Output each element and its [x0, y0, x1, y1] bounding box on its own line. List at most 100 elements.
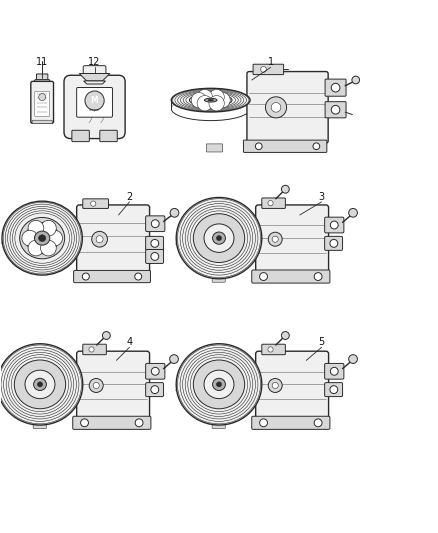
Ellipse shape — [176, 197, 262, 279]
Text: 4: 4 — [127, 337, 133, 348]
FancyBboxPatch shape — [325, 102, 346, 118]
FancyBboxPatch shape — [252, 270, 330, 283]
Ellipse shape — [204, 224, 234, 252]
Circle shape — [135, 273, 142, 280]
FancyBboxPatch shape — [253, 64, 284, 75]
FancyBboxPatch shape — [64, 75, 125, 139]
Polygon shape — [84, 81, 106, 84]
Text: 5: 5 — [318, 337, 325, 348]
FancyBboxPatch shape — [256, 351, 328, 420]
FancyBboxPatch shape — [146, 364, 165, 379]
Circle shape — [151, 253, 159, 261]
FancyBboxPatch shape — [247, 71, 328, 143]
FancyBboxPatch shape — [83, 199, 109, 208]
FancyBboxPatch shape — [35, 92, 49, 116]
Ellipse shape — [190, 94, 232, 107]
Circle shape — [96, 236, 103, 243]
Circle shape — [331, 83, 340, 92]
Text: 11: 11 — [36, 58, 48, 67]
FancyBboxPatch shape — [32, 120, 52, 124]
FancyBboxPatch shape — [31, 82, 53, 123]
FancyBboxPatch shape — [325, 79, 346, 96]
Ellipse shape — [25, 370, 55, 399]
FancyBboxPatch shape — [73, 416, 151, 430]
FancyBboxPatch shape — [77, 205, 150, 273]
Ellipse shape — [193, 360, 245, 409]
Circle shape — [349, 208, 357, 217]
Circle shape — [260, 272, 268, 280]
FancyBboxPatch shape — [206, 144, 223, 152]
Circle shape — [282, 185, 289, 193]
Circle shape — [268, 347, 273, 352]
FancyBboxPatch shape — [83, 66, 106, 77]
Circle shape — [39, 94, 46, 101]
Circle shape — [271, 102, 281, 112]
FancyBboxPatch shape — [325, 236, 343, 251]
Circle shape — [151, 367, 159, 375]
Ellipse shape — [34, 378, 46, 391]
Circle shape — [151, 239, 159, 247]
Ellipse shape — [212, 232, 226, 244]
Circle shape — [170, 208, 179, 217]
Circle shape — [349, 354, 357, 364]
Circle shape — [209, 95, 224, 111]
FancyBboxPatch shape — [146, 383, 163, 397]
Circle shape — [272, 382, 278, 389]
Circle shape — [215, 92, 230, 108]
Ellipse shape — [39, 235, 46, 241]
Text: mopar: mopar — [89, 108, 100, 112]
Text: 12: 12 — [88, 58, 101, 67]
Ellipse shape — [208, 99, 213, 101]
FancyBboxPatch shape — [146, 236, 163, 251]
FancyBboxPatch shape — [77, 87, 113, 117]
Circle shape — [282, 332, 289, 340]
Circle shape — [170, 354, 178, 364]
Ellipse shape — [205, 98, 217, 102]
Circle shape — [197, 90, 212, 105]
Ellipse shape — [20, 217, 65, 259]
FancyBboxPatch shape — [83, 344, 106, 354]
Circle shape — [41, 220, 56, 236]
Ellipse shape — [193, 214, 245, 263]
Circle shape — [151, 386, 159, 393]
Ellipse shape — [14, 360, 66, 409]
Ellipse shape — [2, 201, 82, 275]
Circle shape — [330, 221, 338, 229]
FancyBboxPatch shape — [72, 130, 89, 142]
FancyBboxPatch shape — [262, 198, 286, 208]
FancyBboxPatch shape — [33, 422, 46, 429]
Circle shape — [47, 230, 63, 246]
Circle shape — [260, 419, 268, 427]
Polygon shape — [79, 74, 110, 81]
Circle shape — [89, 378, 103, 392]
Circle shape — [82, 273, 89, 280]
FancyBboxPatch shape — [325, 217, 344, 233]
Ellipse shape — [212, 378, 226, 391]
Circle shape — [330, 367, 338, 375]
Circle shape — [313, 143, 320, 150]
Circle shape — [22, 230, 38, 246]
FancyBboxPatch shape — [244, 140, 327, 152]
FancyBboxPatch shape — [212, 422, 225, 429]
Ellipse shape — [25, 223, 59, 254]
Ellipse shape — [0, 344, 83, 425]
Ellipse shape — [195, 95, 226, 105]
Text: M: M — [91, 96, 99, 105]
Ellipse shape — [171, 88, 250, 112]
Ellipse shape — [35, 231, 50, 245]
Circle shape — [314, 272, 322, 280]
Circle shape — [85, 91, 104, 110]
Ellipse shape — [204, 370, 234, 399]
Circle shape — [91, 201, 96, 206]
Ellipse shape — [176, 344, 262, 425]
Circle shape — [352, 76, 360, 84]
Circle shape — [261, 67, 266, 72]
Circle shape — [41, 240, 56, 256]
Circle shape — [330, 239, 338, 247]
Circle shape — [28, 220, 44, 236]
Circle shape — [81, 419, 88, 427]
Circle shape — [191, 92, 207, 108]
FancyBboxPatch shape — [100, 130, 117, 142]
Circle shape — [272, 236, 278, 243]
FancyBboxPatch shape — [77, 351, 150, 420]
